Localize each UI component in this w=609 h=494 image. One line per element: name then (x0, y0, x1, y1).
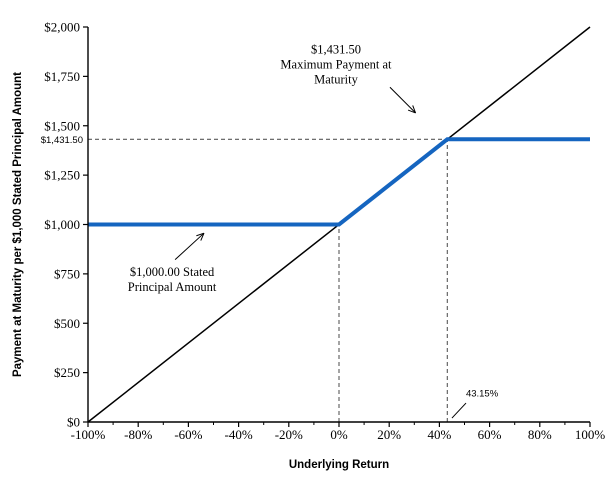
x-tick-label: -40% (225, 427, 253, 442)
y-tick-label: $500 (54, 316, 80, 331)
y-tick-label: $750 (54, 266, 80, 281)
x-tick-label: 60% (478, 427, 502, 442)
y-tick-label: $1,250 (44, 168, 80, 183)
principal-annotation: $1,000.00 Stated Principal Amount (128, 265, 217, 294)
annotation-arrowhead (196, 232, 205, 237)
principal-annotation-line: $1,000.00 Stated (130, 265, 215, 279)
x-tick-label: 0% (330, 427, 348, 442)
x-tick-label: -60% (174, 427, 202, 442)
y-axis-title: Payment at Maturity per $1,000 Stated Pr… (12, 72, 24, 377)
payment-at-maturity-line (88, 137, 590, 227)
max-payment-y-label: $1,431.50 (41, 135, 83, 146)
max-payment-annotation: $1,431.50 Maximum Payment at Maturity (280, 43, 392, 87)
max-payment-annotation-leader-line (389, 86, 416, 114)
annotation-arrowhead (412, 105, 417, 114)
annotation-arrowhead (407, 109, 416, 114)
x-tick-label: -20% (275, 427, 303, 442)
max-payment-annotation-line: Maximum Payment at (280, 58, 392, 72)
y-tick-label: $1,500 (44, 118, 80, 133)
y-tick-label: $250 (54, 365, 80, 380)
cap-return-annotation-leader-line (451, 402, 467, 419)
x-axis-title: Underlying Return (289, 459, 389, 471)
y-tick-label: $0 (67, 415, 80, 430)
x-tick-label: 100% (575, 427, 606, 442)
max-payment-annotation-line: $1,431.50 (311, 43, 361, 57)
annotation-arrowhead (200, 232, 205, 241)
x-tick-label: 20% (377, 427, 401, 442)
x-tick-label: 80% (528, 427, 552, 442)
x-tick-label: 40% (427, 427, 451, 442)
y-tick-label: $1,750 (44, 69, 80, 84)
y-tick-label: $2,000 (44, 20, 80, 35)
principal-annotation-line: Principal Amount (128, 280, 217, 294)
principal-annotation-leader-line (174, 232, 205, 261)
x-tick-label: -100% (71, 427, 106, 442)
y-tick-label: $1,000 (44, 217, 80, 232)
x-tick-label: -80% (124, 427, 152, 442)
cap-return-annotation-line: 43.15% (466, 388, 499, 399)
max-payment-annotation-line: Maturity (314, 73, 358, 87)
cap-return-annotation: 43.15% (466, 388, 499, 399)
